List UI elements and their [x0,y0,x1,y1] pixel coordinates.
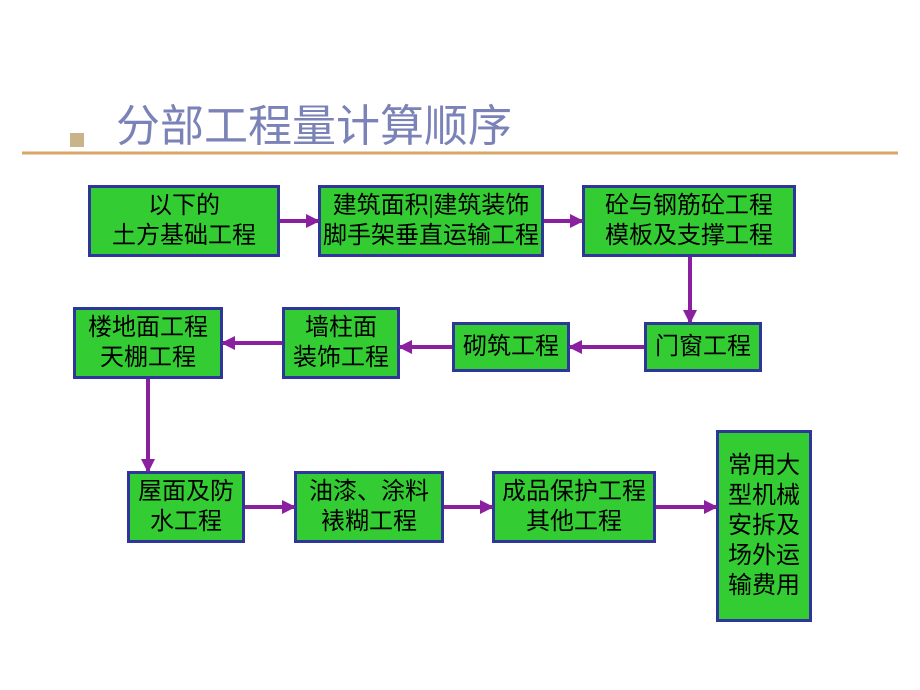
flowchart-node: 建筑面积|建筑装饰 脚手架垂直运输工程 [318,185,544,257]
flowchart-node: 砼与钢筋砼工程 模板及支撑工程 [582,185,796,257]
flowchart-node: 油漆、涂料 裱糊工程 [294,471,444,543]
flowchart-node: 屋面及防 水工程 [127,471,245,543]
diagram-title: 分部工程量计算顺序 [116,90,512,154]
diagram-stage: 分部工程量计算顺序 以下的 土方基础工程建筑面积|建筑装饰 脚手架垂直运输工程砼… [0,0,920,690]
flowchart-node: 楼地面工程 天棚工程 [73,307,223,379]
flowchart-node: 墙柱面 装饰工程 [282,307,400,379]
flowchart-node: 常用大 型机械 安拆及 场外运 输费用 [716,430,812,622]
flowchart-node: 以下的 土方基础工程 [88,185,280,257]
flowchart-node: 成品保护工程 其他工程 [492,471,656,543]
flowchart-node: 门窗工程 [644,322,762,372]
flowchart-node: 砌筑工程 [452,322,570,372]
